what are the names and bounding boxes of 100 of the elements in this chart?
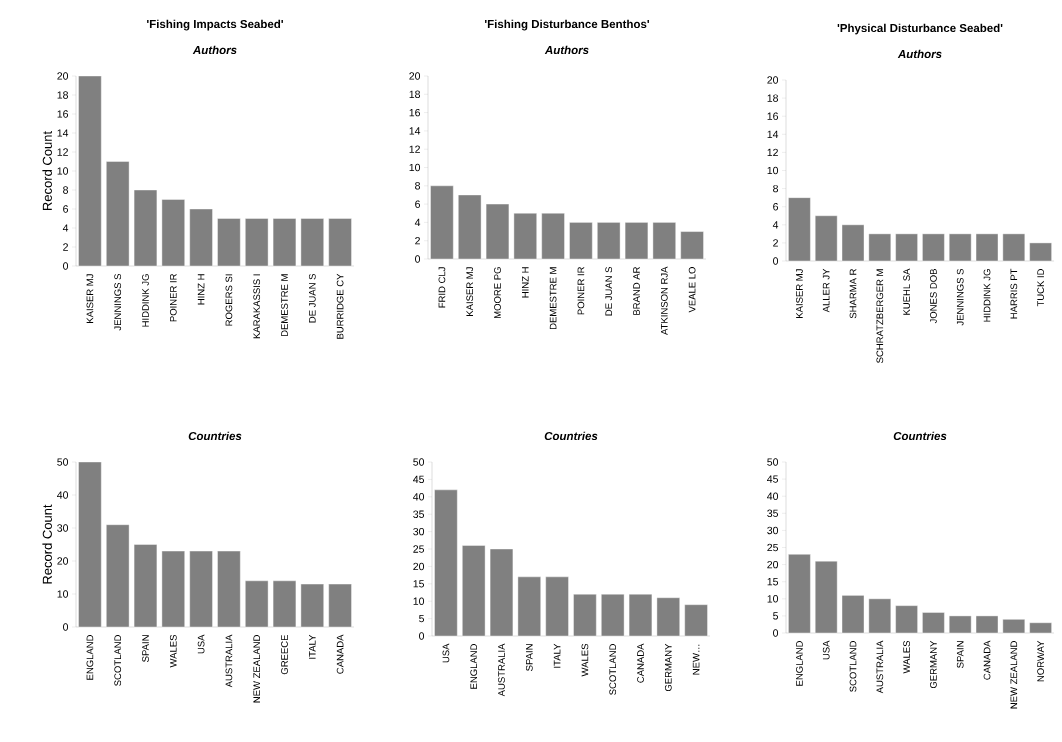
y-tick-label: 0	[63, 262, 69, 270]
x-tick-label: NEW ZEALAND	[1010, 641, 1018, 709]
y-tick-label: 30	[413, 527, 425, 536]
bar	[922, 233, 945, 262]
bar	[841, 595, 865, 634]
y-tick-label: 4	[414, 218, 421, 227]
y-axis-title: Record Count	[42, 131, 52, 211]
bar	[949, 233, 972, 262]
bar	[652, 222, 676, 260]
bar	[841, 224, 865, 262]
x-tick-label: GREECE	[281, 634, 288, 675]
x-tick-label: NEW…	[692, 644, 700, 675]
y-tick-label: 4	[62, 224, 69, 232]
x-tick-label: CANADA	[637, 643, 644, 683]
x-tick-label: WALES	[903, 640, 910, 674]
x-tick-label: SCOTLAND	[609, 643, 617, 695]
y-tick-label: 35	[767, 509, 779, 518]
x-tick-label: GERMANY	[664, 643, 672, 692]
x-tick-label: NEW ZEALAND	[253, 635, 260, 703]
bar	[975, 233, 999, 262]
x-tick-label: SPAIN	[525, 644, 533, 671]
y-tick-label: 16	[767, 112, 779, 120]
x-tick-label: ALLER JY	[822, 268, 830, 313]
x-tick-label: BURRIDGE CY	[336, 273, 344, 339]
x-tick-label: FRID CLJ	[438, 267, 446, 308]
x-tick-label: ATKINSON RJA	[660, 266, 668, 335]
y-tick-label: 45	[767, 475, 779, 483]
x-tick-label: KARAKASSIS I	[253, 274, 261, 339]
y-tick-label: 10	[57, 167, 69, 175]
x-tick-label: JONES DOB	[930, 269, 937, 324]
y-tick-label: 15	[413, 580, 425, 588]
x-tick-label: HIDDINK JG	[142, 274, 149, 327]
bar	[106, 524, 130, 628]
bar	[628, 594, 653, 637]
x-tick-label: DE JUAN S	[605, 266, 613, 316]
bar	[328, 218, 352, 267]
bar	[680, 231, 704, 260]
y-tick-label: 50	[767, 458, 779, 466]
x-tick-label: SCOTLAND	[849, 640, 857, 692]
chart-title: 'Physical Disturbance Seabed'	[837, 23, 1003, 35]
x-tick-label: NORWAY	[1037, 640, 1044, 682]
chart-title: 'Fishing Impacts Seabed'	[147, 19, 283, 31]
bar	[245, 580, 269, 628]
y-tick-label: 8	[773, 184, 779, 193]
bar	[541, 213, 565, 260]
x-tick-label: VEALE LO	[688, 267, 696, 313]
y-tick-label: 6	[773, 203, 779, 211]
bar	[458, 194, 482, 260]
x-tick-label: GERMANY	[930, 640, 937, 689]
y-tick-label: 0	[419, 632, 425, 640]
x-tick-label: USA	[822, 640, 830, 660]
x-tick-label: USA	[197, 634, 205, 654]
chart-subtitle: Countries	[544, 431, 598, 441]
y-tick-label: 25	[413, 545, 425, 553]
bar	[684, 604, 708, 637]
bar	[485, 203, 510, 260]
bar	[597, 222, 621, 260]
bar	[272, 580, 297, 628]
x-tick-label: BRAND AR	[633, 266, 640, 315]
bar	[513, 213, 537, 260]
y-tick-label: 2	[773, 239, 778, 247]
bar	[189, 550, 213, 628]
bar	[272, 218, 297, 267]
y-tick-label: 8	[63, 186, 69, 194]
y-tick-label: 12	[409, 145, 420, 153]
y-tick-label: 0	[773, 257, 779, 265]
bar	[462, 545, 486, 637]
y-tick-label: 2	[415, 237, 420, 245]
y-tick-label: 20	[767, 560, 779, 569]
x-tick-label: SPAIN	[142, 635, 149, 662]
x-tick-label: KAISER MJ	[466, 267, 474, 316]
chart-subtitle: Authors	[897, 49, 942, 59]
y-tick-label: 45	[413, 475, 425, 484]
y-tick-label: 10	[767, 595, 779, 603]
y-tick-label: 4	[772, 221, 779, 229]
x-tick-label: SPAIN	[956, 641, 964, 668]
bar	[189, 208, 213, 267]
bar	[517, 576, 541, 637]
y-tick-label: 6	[63, 205, 69, 213]
bar	[895, 605, 918, 634]
bar	[161, 199, 185, 267]
bar	[217, 218, 241, 267]
x-tick-label: HINZ H	[197, 274, 205, 305]
x-tick-label: KAISER MJ	[86, 274, 94, 323]
y-tick-label: 14	[57, 129, 69, 137]
y-tick-label: 40	[57, 491, 69, 499]
y-tick-label: 14	[767, 130, 779, 138]
bar	[430, 185, 454, 260]
bar	[788, 554, 811, 634]
y-tick-label: 0	[415, 255, 421, 263]
y-tick-label: 10	[409, 163, 421, 172]
y-tick-label: 10	[413, 597, 425, 605]
x-tick-label: ITALY	[309, 634, 316, 659]
bar	[815, 215, 838, 262]
bar	[545, 576, 569, 637]
bar	[1029, 622, 1052, 634]
x-tick-label: ENGLAND	[796, 640, 803, 686]
x-tick-label: DEMESTRE M	[281, 274, 288, 337]
x-tick-label: DEMESTRE M	[549, 267, 557, 330]
chart-title: 'Fishing Disturbance Benthos'	[485, 19, 650, 31]
